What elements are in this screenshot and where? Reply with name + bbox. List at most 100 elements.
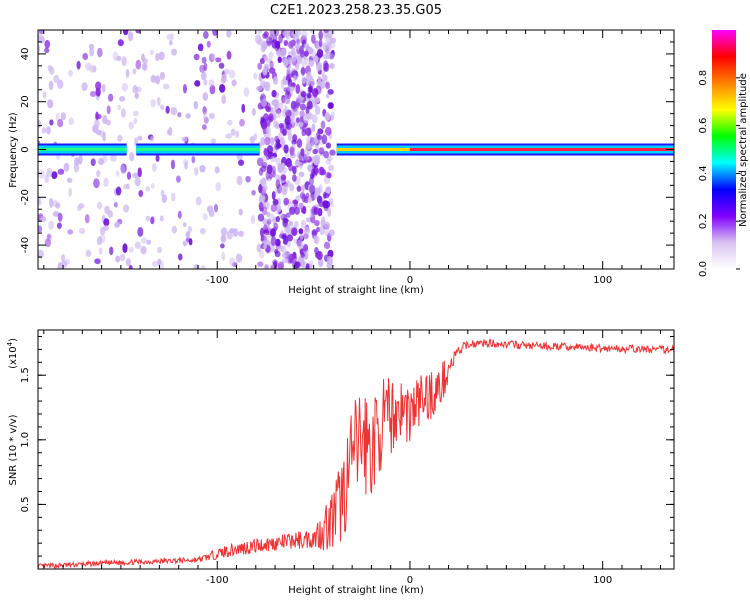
noise-speck bbox=[49, 197, 54, 208]
noise-speck bbox=[101, 83, 106, 93]
noise-speck bbox=[318, 147, 325, 155]
noise-speck bbox=[303, 232, 309, 240]
noise-speck bbox=[182, 222, 187, 228]
noise-speck bbox=[150, 216, 155, 225]
noise-speck bbox=[327, 41, 332, 51]
noise-speck bbox=[295, 83, 301, 94]
noise-speck bbox=[304, 58, 311, 66]
noise-speck bbox=[310, 48, 317, 59]
noise-speck bbox=[63, 162, 70, 172]
noise-speck bbox=[276, 109, 282, 119]
noise-speck bbox=[296, 97, 302, 107]
x-tick-label: 0 bbox=[407, 275, 413, 286]
noise-speck bbox=[311, 168, 316, 178]
signal-band-core bbox=[336, 148, 410, 151]
noise-speck bbox=[318, 39, 323, 47]
noise-speck bbox=[210, 138, 216, 144]
noise-speck bbox=[279, 136, 286, 147]
noise-speck bbox=[268, 172, 273, 180]
noise-speck bbox=[258, 249, 265, 259]
noise-speck bbox=[274, 99, 280, 106]
noise-speck bbox=[44, 174, 49, 183]
noise-speck bbox=[137, 135, 143, 141]
noise-speck bbox=[220, 227, 228, 236]
noise-speck bbox=[256, 157, 264, 167]
noise-speck bbox=[57, 212, 63, 222]
noise-speck bbox=[316, 79, 322, 88]
noise-speck bbox=[286, 223, 291, 234]
noise-speck bbox=[280, 174, 287, 181]
noise-speck bbox=[108, 93, 114, 102]
noise-speck bbox=[109, 246, 114, 256]
noise-speck bbox=[52, 211, 60, 217]
noise-speck bbox=[311, 123, 316, 133]
noise-speck bbox=[257, 213, 265, 222]
noise-speck bbox=[266, 211, 271, 217]
x-tick-label: 100 bbox=[593, 275, 612, 286]
noise-speck bbox=[323, 30, 329, 33]
noise-speck bbox=[199, 164, 206, 173]
noise-speck bbox=[286, 234, 294, 242]
noise-speck bbox=[85, 249, 92, 257]
noise-speck bbox=[308, 177, 315, 185]
noise-speck bbox=[159, 215, 164, 222]
noise-speck bbox=[286, 85, 293, 92]
noise-speck bbox=[122, 243, 128, 254]
noise-speck bbox=[218, 83, 226, 93]
colorbar-label: Normalized spectral amplitude bbox=[738, 73, 749, 227]
noise-speck bbox=[326, 255, 333, 266]
noise-speck bbox=[175, 175, 181, 183]
noise-speck bbox=[308, 142, 314, 149]
colorbar-gradient bbox=[712, 30, 736, 269]
noise-speck bbox=[212, 30, 218, 36]
noise-speck bbox=[89, 46, 95, 57]
noise-speck bbox=[138, 190, 144, 197]
noise-speck bbox=[327, 89, 334, 95]
noise-speck bbox=[314, 105, 321, 116]
noise-speck bbox=[200, 71, 207, 81]
noise-speck bbox=[68, 187, 72, 198]
noise-speck bbox=[318, 200, 324, 208]
noise-speck bbox=[185, 230, 191, 239]
spectrogram-ticks: -100 0 100 -40 -20 0 20 40 bbox=[20, 29, 674, 286]
noise-speck bbox=[276, 183, 283, 194]
noise-speck bbox=[295, 160, 300, 167]
noise-speck bbox=[312, 148, 319, 155]
noise-speck bbox=[223, 68, 231, 75]
noise-speck bbox=[115, 255, 121, 263]
noise-speck bbox=[255, 85, 263, 92]
noise-speck bbox=[226, 230, 233, 240]
x-tick-label: -100 bbox=[206, 275, 229, 286]
noise-speck bbox=[296, 38, 301, 45]
noise-speck bbox=[253, 72, 258, 80]
noise-speck bbox=[305, 78, 311, 87]
noise-speck bbox=[60, 112, 66, 121]
colorbar-tick-label: 0.8 bbox=[698, 70, 709, 86]
noise-speck bbox=[159, 71, 166, 80]
noise-speck bbox=[151, 260, 159, 267]
noise-speck bbox=[260, 227, 264, 238]
noise-speck bbox=[168, 39, 173, 46]
noise-speck bbox=[258, 202, 264, 212]
noise-speck bbox=[202, 92, 209, 101]
noise-speck bbox=[156, 96, 161, 107]
noise-speck bbox=[289, 146, 295, 157]
noise-speck bbox=[201, 124, 207, 131]
noise-speck bbox=[249, 136, 255, 143]
noise-speck bbox=[282, 127, 287, 136]
noise-speck bbox=[303, 226, 311, 235]
y-tick-label: 40 bbox=[20, 48, 31, 61]
noise-speck bbox=[171, 48, 178, 56]
noise-speck bbox=[301, 184, 305, 193]
noise-speck bbox=[275, 179, 281, 189]
noise-speck bbox=[49, 66, 55, 75]
noise-speck bbox=[259, 194, 266, 203]
noise-speck bbox=[170, 33, 174, 41]
noise-speck bbox=[214, 166, 220, 174]
noise-speck bbox=[264, 264, 269, 269]
y-tick-label: 0 bbox=[20, 146, 31, 152]
noise-speck bbox=[68, 117, 74, 126]
noise-speck bbox=[304, 127, 312, 136]
noise-speck bbox=[285, 212, 291, 218]
noise-speck bbox=[181, 136, 188, 142]
